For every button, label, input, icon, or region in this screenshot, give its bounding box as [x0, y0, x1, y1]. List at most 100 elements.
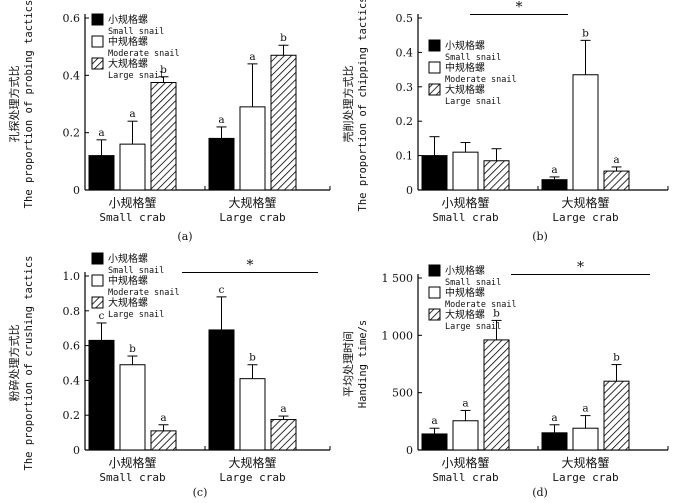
y-tick-label: 0.4 [63, 374, 81, 387]
y-tick-label: 0.2 [63, 127, 81, 140]
chart-panel-2: 0 0.1 0.2 0.3 0.4 0.5 壳削处理方式比 The proportion of… [341, 0, 669, 243]
legend-label-cn: 小规格螺 [108, 252, 148, 265]
panel-label: (b) [532, 230, 548, 243]
y-axis-label-en: The proportion of probing tactics [23, 0, 35, 208]
legend-label-en: Small snail [108, 27, 164, 37]
significance-letter: b [249, 352, 256, 364]
legend-label-en: Small snail [445, 53, 501, 63]
legend-label-en: Large snail [108, 71, 164, 81]
significance-star: * [577, 260, 584, 276]
significance-letter: a [551, 164, 557, 176]
significance-star: * [516, 0, 523, 16]
legend-label-en: Small snail [108, 266, 164, 276]
y-tick-label: 0.4 [396, 46, 414, 59]
category-label-cn: 小规格蟹 [441, 195, 489, 210]
y-tick-label: 0.4 [63, 69, 81, 82]
legend-swatch [91, 57, 104, 70]
y-tick-label: 0.2 [396, 115, 414, 128]
bar-small-snail-group-1 [421, 155, 448, 191]
significance-letter: c [99, 310, 105, 322]
significance-letter: a [462, 397, 468, 409]
bar-large-snail-group-1 [483, 160, 510, 191]
legend-label-en: Large snail [445, 322, 501, 332]
category-label-en: Large crab [219, 471, 285, 484]
significance-letter: b [493, 307, 500, 319]
bar-small-snail-group-1 [88, 155, 115, 191]
y-tick-label: 1.0 [63, 270, 81, 283]
significance-letter: a [551, 412, 557, 424]
chart-panel-1: 0 0.2 0.4 0.6 孔探处理方式比 The proportion of probi… [7, 0, 331, 243]
significance-letter: b [129, 343, 136, 355]
significance-letter: b [613, 352, 620, 364]
significance-letter: a [582, 403, 588, 415]
bar-large-snail-group-2 [603, 380, 630, 451]
legend-label-en: Large snail [445, 97, 501, 107]
significance-letter: a [431, 415, 437, 427]
significance-star: * [247, 258, 254, 274]
legend-swatch [91, 252, 104, 265]
category-label-cn: 小规格蟹 [108, 195, 156, 210]
bar-small-snail-group-2 [208, 137, 235, 191]
y-tick-label: 0.2 [63, 409, 81, 422]
y-tick-label: 0 [73, 444, 80, 457]
legend-label-cn: 中规格螺 [108, 274, 148, 287]
category-label-en: Small crab [432, 211, 498, 224]
bar-moderate-snail-group-1 [119, 364, 146, 451]
legend-label-en: Moderate snail [445, 300, 517, 310]
chart-panel-4: 0 500 1 000 1 500 平均处理时间 Handing time/s a a a a b b… [342, 260, 669, 499]
legend-label-cn: 大规格螺 [445, 308, 485, 321]
bar-small-snail-group-1 [88, 339, 115, 451]
legend-swatch [91, 35, 104, 48]
legend-label-en: Large snail [108, 310, 164, 320]
y-tick-label: 0.6 [63, 340, 81, 353]
category-label-en: Large crab [219, 211, 285, 224]
bar-small-snail-group-2 [541, 179, 568, 191]
y-axis-label-cn: 平均处理时间 [342, 331, 355, 397]
y-tick-label: 0.3 [396, 81, 414, 94]
bar-large-snail-group-1 [150, 82, 177, 191]
significance-letter: b [160, 64, 167, 76]
legend-swatch [428, 83, 441, 96]
bar-large-snail-group-1 [483, 339, 510, 451]
y-axis-label-en: The proportion of crushing tactics [23, 256, 35, 471]
y-tick-label: 500 [392, 387, 413, 400]
legend-label-cn: 小规格螺 [445, 39, 485, 52]
bar-small-snail-group-1 [421, 433, 448, 451]
legend-label-cn: 中规格螺 [445, 61, 485, 74]
bar-large-snail-group-1 [150, 430, 177, 451]
category-label-en: Large crab [552, 211, 618, 224]
legend-swatch [91, 296, 104, 309]
legend-label-cn: 中规格螺 [108, 35, 148, 48]
legend-label-cn: 中规格螺 [445, 286, 485, 299]
legend-label-en: Moderate snail [108, 288, 180, 298]
category-label-cn: 大规格蟹 [561, 455, 609, 470]
bar-small-snail-group-2 [208, 329, 235, 451]
chart-panel-3: 0 0.2 0.4 0.6 0.8 1.0 粉碎处理方式比 The proportion of… [7, 252, 331, 499]
bar-moderate-snail-group-1 [119, 143, 146, 191]
legend-swatch [428, 308, 441, 321]
panel-label: (a) [177, 230, 192, 243]
y-tick-label: 1 000 [382, 329, 414, 342]
y-axis-label-cn: 粉碎处理方式比 [7, 325, 21, 402]
category-label-en: Small crab [99, 211, 165, 224]
y-tick-label: 0.1 [396, 150, 414, 163]
legend-label-cn: 大规格螺 [108, 57, 148, 70]
bar-large-snail-group-2 [270, 54, 297, 191]
significance-letter: c [219, 284, 225, 296]
y-tick-label: 0 [406, 444, 413, 457]
y-tick-label: 0 [73, 184, 80, 197]
significance-letter: a [249, 51, 255, 63]
bar-small-snail-group-2 [541, 432, 568, 451]
legend-swatch [428, 264, 441, 277]
y-axis-label-cn: 壳削处理方式比 [341, 66, 355, 143]
significance-letter: b [280, 32, 287, 44]
legend-swatch [428, 61, 441, 74]
bar-moderate-snail-group-2 [239, 106, 266, 191]
bar-moderate-snail-group-1 [452, 420, 479, 451]
y-tick-label: 0.5 [396, 12, 414, 25]
significance-letter: a [98, 127, 104, 139]
panel-label: (c) [193, 486, 208, 499]
